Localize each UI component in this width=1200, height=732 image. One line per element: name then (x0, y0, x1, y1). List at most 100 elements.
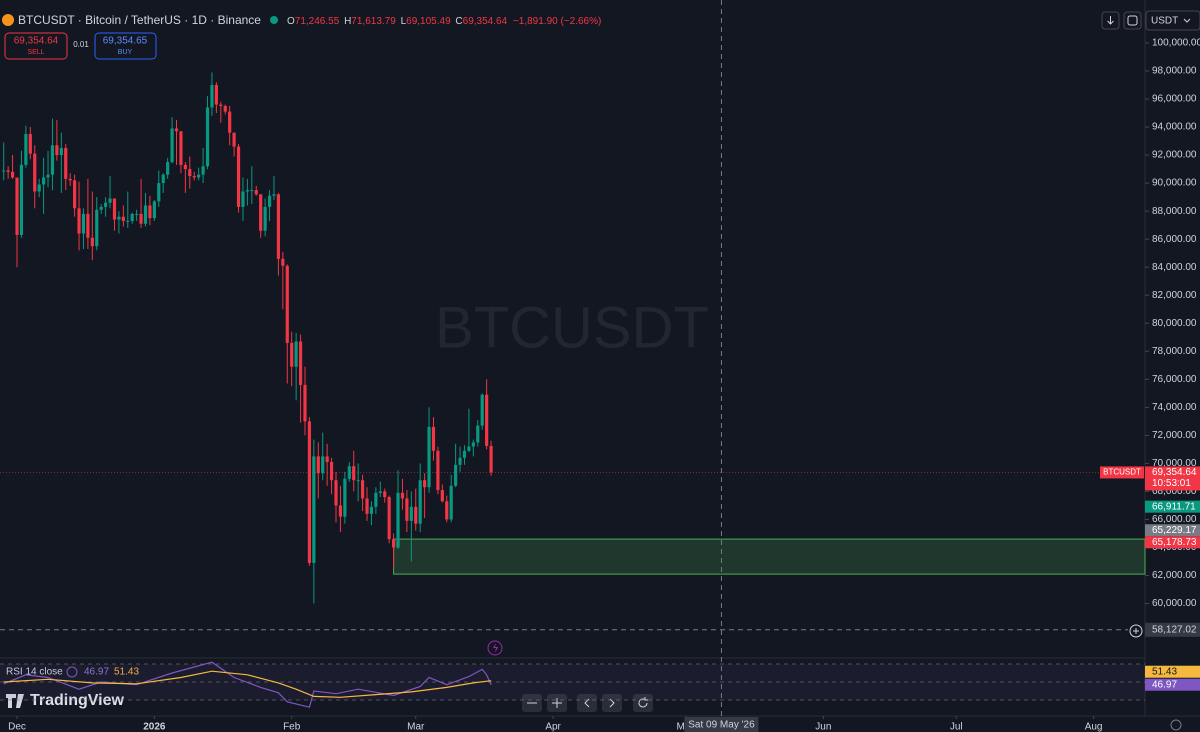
candle-body (37, 184, 41, 192)
y-tick-label: 86,000.00 (1152, 234, 1197, 245)
x-tick-label: 2026 (143, 722, 166, 732)
candle-body (409, 506, 413, 521)
sell-button[interactable]: 69,354.64 SELL (4, 32, 68, 60)
candle-body (86, 213, 90, 238)
add-alert[interactable] (1129, 624, 1143, 638)
candle-body (50, 145, 55, 175)
candle-body (139, 213, 143, 224)
scroll-right[interactable] (602, 694, 622, 712)
sell-box[interactable] (4, 32, 68, 60)
candle-body (112, 198, 117, 220)
candle-body (99, 206, 103, 210)
candle-body (272, 194, 276, 196)
candle-body (347, 466, 351, 479)
candle-body (303, 384, 307, 422)
symbol: BTCUSDT · Bitcoin / TetherUS · 1D · Bina… (18, 13, 261, 27)
x-tick-label: Aug (1085, 722, 1103, 732)
price-label-box (1145, 536, 1200, 549)
ohlc-value: 71,613.79 (351, 16, 396, 27)
scroll-left[interactable] (577, 694, 597, 712)
y-tick-label: 96,000.00 (1152, 94, 1197, 105)
candle-body (223, 106, 227, 112)
icon (638, 697, 648, 708)
buy-label[interactable]: BUY (118, 49, 133, 56)
currency[interactable]: USDT (1151, 16, 1178, 27)
candle-body (166, 162, 170, 175)
candle-body (192, 176, 196, 178)
candle-body (259, 194, 263, 231)
candle-body (174, 128, 179, 132)
candle-body (201, 166, 205, 175)
ohlc-value: 69,354.64 (463, 16, 508, 27)
candle-body (449, 485, 453, 520)
candle-body (352, 466, 356, 481)
event-icon (493, 643, 498, 653)
candle-body (480, 394, 484, 426)
candle-body (307, 421, 312, 563)
candle-body (64, 148, 68, 179)
candle-body (325, 456, 329, 463)
candle-body (374, 492, 378, 507)
sell-price[interactable]: 69,354.64 (14, 36, 59, 47)
candle-body (148, 205, 152, 219)
brand: TradingView (30, 692, 125, 709)
x-tick-label: Jun (815, 722, 831, 732)
candle-body (33, 153, 37, 192)
icon (552, 698, 562, 708)
candle-body (46, 174, 50, 178)
candle-body (245, 190, 249, 192)
settings[interactable] (1170, 719, 1182, 731)
candle-body (152, 201, 156, 219)
candle-body (321, 456, 325, 474)
event-marker[interactable] (487, 640, 503, 656)
candle-body (126, 220, 130, 222)
candle-body (360, 480, 365, 499)
fullscreen-button[interactable] (1123, 11, 1142, 30)
candle-body (485, 394, 489, 446)
currency-select[interactable] (1145, 10, 1200, 31)
candle-body (445, 501, 449, 520)
download-button[interactable] (1101, 11, 1120, 30)
symbol-tag-box (1100, 466, 1144, 479)
candle-body (10, 171, 15, 178)
candle-body (55, 145, 59, 156)
candle-body (467, 446, 471, 451)
candle-body (254, 190, 258, 195)
download-icon (1107, 16, 1114, 25)
candle-body (276, 194, 281, 259)
candle-body (179, 131, 183, 165)
buy-box[interactable] (94, 32, 157, 60)
candle-body (241, 191, 245, 207)
buy-price[interactable]: 69,354.65 (103, 36, 148, 47)
y-tick-label: 78,000.00 (1152, 346, 1197, 357)
buy-button[interactable]: 69,354.65 BUY (94, 32, 157, 60)
candle-body (19, 164, 24, 235)
sell-label[interactable]: SELL (27, 49, 44, 56)
candle-body (365, 498, 369, 514)
y-tick-label: 90,000.00 (1152, 178, 1197, 189)
candle-body (396, 492, 400, 548)
candle-body (68, 178, 72, 181)
ohlc-key: O (287, 16, 295, 27)
candle-body (387, 497, 391, 540)
y-tick-label: 76,000.00 (1152, 374, 1197, 385)
y-tick-label: 94,000.00 (1152, 122, 1197, 133)
candle-body (6, 170, 10, 172)
candle-body (316, 456, 320, 474)
candle-body (104, 202, 108, 207)
fullscreen-icon (1127, 15, 1138, 26)
candle-body (135, 213, 139, 215)
candle-body (95, 209, 99, 247)
rsi-settings[interactable] (66, 666, 78, 678)
candle-body (210, 84, 214, 108)
rsi-line (3, 670, 492, 698)
candle-body (108, 198, 112, 203)
candle-body (294, 341, 298, 367)
crosshair-x-label: Sat 09 May '26 (688, 720, 755, 731)
candle-body (214, 84, 218, 105)
candle-body (431, 426, 436, 451)
candle-body (462, 450, 467, 458)
x-tick-label: Dec (8, 722, 26, 732)
reset[interactable] (633, 694, 653, 712)
